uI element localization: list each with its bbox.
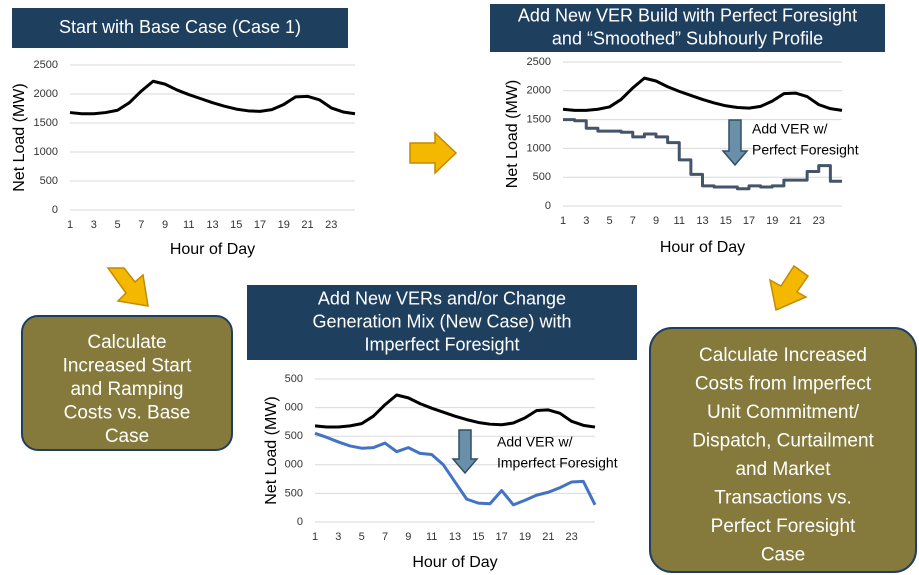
x-tick-label: 1 <box>67 219 73 231</box>
box-text: Calculate Increased <box>699 345 867 366</box>
y-tick-label: 1500 <box>34 117 58 129</box>
y-tick-label: 500 <box>285 487 303 499</box>
annotation: Add VER w/ <box>752 121 828 137</box>
y-tick-label: 1000 <box>527 142 551 154</box>
x-tick-label: 7 <box>382 531 388 543</box>
x-tick-label: 23 <box>813 215 825 227</box>
y-tick-label: 2000 <box>34 88 58 100</box>
x-tick-label: 3 <box>583 215 589 227</box>
x-tick-label: 9 <box>653 215 659 227</box>
data-line <box>562 76 843 112</box>
box-text: Increased Start <box>63 356 193 377</box>
annotation-arrow <box>451 429 479 475</box>
y-axis-label: Net Load (MW) <box>504 80 521 188</box>
box-text: Dispatch, Curtailment <box>692 431 874 452</box>
annotation: Perfect Foresight <box>752 142 859 158</box>
box-text: Perfect Foresight <box>711 516 856 537</box>
x-axis-label: Hour of Day <box>412 554 497 571</box>
x-tick-label: 9 <box>162 219 168 231</box>
box-text: Calculate <box>87 332 166 353</box>
annotation-arrow <box>721 119 749 167</box>
chart-title: Generation Mix (New Case) with <box>312 311 571 331</box>
y-tick-label: 0 <box>545 200 551 212</box>
data-line <box>563 118 842 191</box>
y-tick-label: 500 <box>285 430 303 442</box>
chart-title: Start with Base Case (Case 1) <box>59 17 301 37</box>
x-tick-label: 17 <box>496 531 508 543</box>
title-bar <box>12 8 348 48</box>
x-tick-label: 15 <box>472 531 484 543</box>
result-box <box>21 315 233 451</box>
annotation: Imperfect Foresight <box>497 455 618 471</box>
y-tick-label: 000 <box>285 402 303 414</box>
flow-arrow <box>409 131 458 175</box>
x-tick-label: 3 <box>91 219 97 231</box>
x-tick-label: 1 <box>560 215 566 227</box>
x-tick-label: 5 <box>606 215 612 227</box>
x-tick-label: 3 <box>335 531 341 543</box>
x-tick-label: 9 <box>405 531 411 543</box>
x-tick-label: 19 <box>278 219 290 231</box>
x-tick-label: 11 <box>426 531 437 543</box>
y-tick-label: 2500 <box>34 59 58 71</box>
box-text: Costs from Imperfect <box>695 374 872 395</box>
x-tick-label: 11 <box>183 219 194 231</box>
y-tick-label: 500 <box>40 175 58 187</box>
box-text: Transactions vs. <box>714 488 852 509</box>
x-tick-label: 5 <box>359 531 365 543</box>
y-tick-label: 0 <box>52 204 58 216</box>
x-tick-label: 13 <box>696 215 708 227</box>
data-line <box>314 431 597 507</box>
annotation: Add VER w/ <box>497 434 573 450</box>
x-tick-label: 7 <box>630 215 636 227</box>
y-tick-label: 1500 <box>527 114 551 126</box>
x-tick-label: 7 <box>138 219 144 231</box>
flow-arrow <box>106 267 149 307</box>
title-bar <box>247 285 637 360</box>
x-axis-label: Hour of Day <box>170 241 255 258</box>
x-tick-label: 19 <box>766 215 778 227</box>
box-text: Case <box>105 426 149 447</box>
y-tick-label: 1000 <box>34 146 58 158</box>
x-tick-label: 15 <box>720 215 732 227</box>
x-tick-label: 15 <box>230 219 242 231</box>
x-tick-label: 13 <box>449 531 461 543</box>
x-tick-label: 21 <box>301 219 313 231</box>
y-tick-label: 2000 <box>527 85 551 97</box>
chart-title: Add New VER Build with Perfect Foresight <box>518 5 857 25</box>
y-tick-label: 500 <box>533 171 551 183</box>
chart-title: and “Smoothed” Subhourly Profile <box>552 28 823 48</box>
y-tick-label: 0 <box>297 516 303 528</box>
x-tick-label: 21 <box>789 215 801 227</box>
x-tick-label: 17 <box>743 215 755 227</box>
x-axis-label: Hour of Day <box>660 239 745 256</box>
x-tick-label: 21 <box>542 531 554 543</box>
y-tick-label: 000 <box>285 459 303 471</box>
box-text: Case <box>761 545 805 566</box>
chart-title: Imperfect Foresight <box>364 334 519 354</box>
box-text: and Ramping <box>70 379 183 400</box>
x-tick-label: 19 <box>519 531 531 543</box>
x-tick-label: 5 <box>114 219 120 231</box>
y-axis-label: Net Load (MW) <box>11 83 28 191</box>
result-box <box>649 327 917 573</box>
chart-title: Add New VERs and/or Change <box>318 288 566 308</box>
y-tick-label: 500 <box>285 373 303 385</box>
flow-arrow <box>768 264 810 312</box>
x-tick-label: 11 <box>674 215 685 227</box>
data-line <box>69 79 356 116</box>
x-tick-label: 1 <box>312 531 318 543</box>
y-axis-label: Net Load (MW) <box>263 396 280 504</box>
x-tick-label: 23 <box>325 219 337 231</box>
data-line <box>314 393 596 429</box>
box-text: Unit Commitment/ <box>707 402 860 423</box>
x-tick-label: 17 <box>254 219 266 231</box>
y-tick-label: 2500 <box>527 56 551 68</box>
x-tick-label: 23 <box>566 531 578 543</box>
title-bar <box>490 4 885 52</box>
box-text: and Market <box>735 459 831 480</box>
x-tick-label: 13 <box>206 219 218 231</box>
box-text: Costs vs. Base <box>64 403 191 424</box>
